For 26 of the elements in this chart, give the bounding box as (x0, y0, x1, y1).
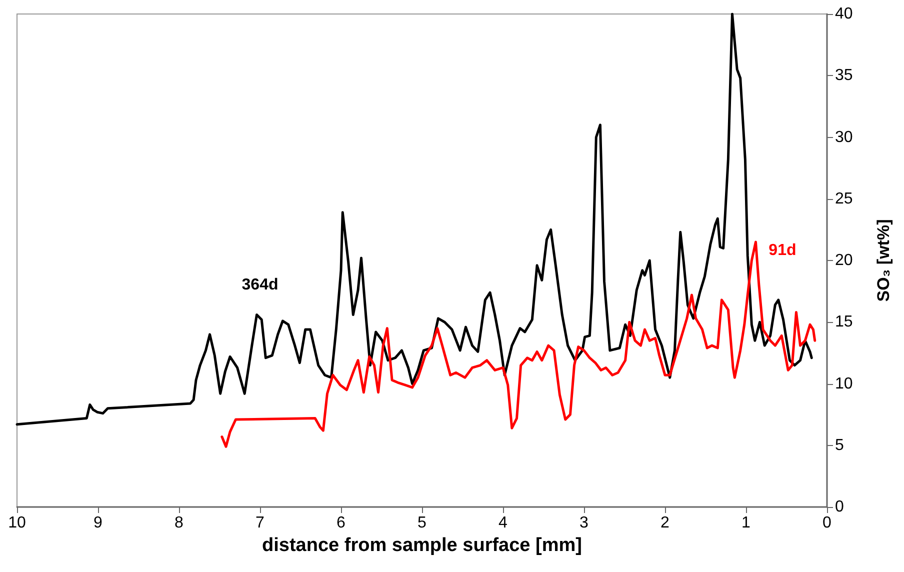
x-tick-label: 9 (94, 514, 103, 532)
y-tick-label: 10 (835, 375, 853, 392)
series-label: 91d (768, 242, 796, 260)
x-tick-label: 8 (174, 514, 184, 532)
y-tick-label: 25 (835, 190, 853, 208)
x-tick-label: 0 (822, 514, 832, 532)
y-tick-label: 0 (835, 498, 844, 516)
y-tick-label: 20 (835, 252, 853, 269)
line-series (16, 12, 813, 426)
y-tick-label: 30 (835, 128, 853, 146)
y-tick-label: 5 (835, 436, 844, 454)
x-tick-label: 10 (8, 514, 26, 532)
x-tick-label: 4 (498, 514, 508, 532)
x-tick-label: 5 (418, 514, 427, 532)
x-tick-label: 7 (256, 514, 265, 532)
x-tick-label: 6 (336, 514, 346, 532)
y-tick-label: 35 (835, 67, 853, 84)
y-tick-label: 40 (835, 6, 853, 22)
x-tick-label: 2 (660, 514, 670, 532)
y-axis-title: SO₃ [wt%] (874, 219, 893, 302)
line-series (220, 240, 816, 448)
x-tick-label: 1 (742, 514, 751, 532)
x-tick-label: 3 (580, 514, 589, 532)
x-axis-title: distance from sample surface [mm] (262, 534, 582, 556)
y-tick-label: 15 (835, 314, 853, 331)
series-label: 364d (242, 276, 278, 294)
